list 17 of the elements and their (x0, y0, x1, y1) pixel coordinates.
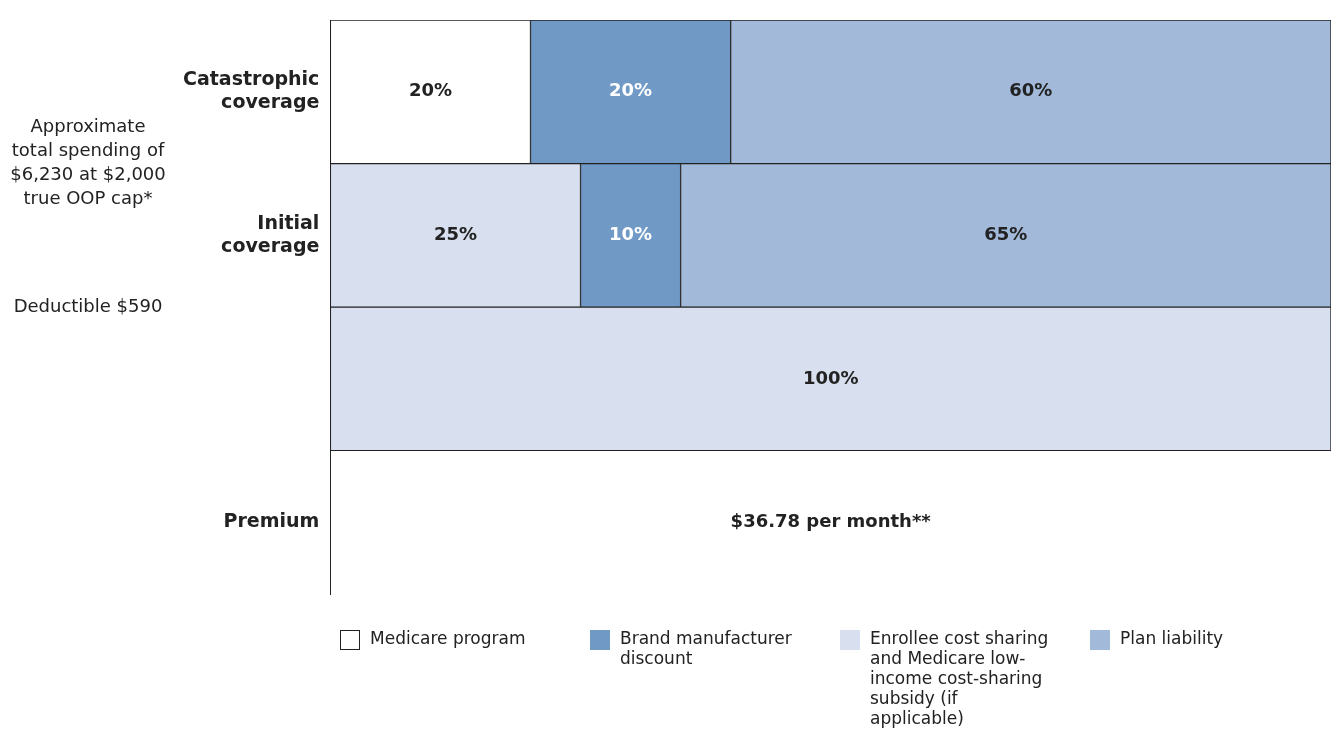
legend-label: Medicare program (370, 628, 526, 648)
legend-label: Plan liability (1120, 628, 1224, 648)
legend-label: Brand manufacturer discount (620, 628, 793, 668)
data-label: 60% (1009, 79, 1053, 101)
data-label: 10% (609, 223, 653, 244)
data-label: 20% (609, 79, 653, 101)
data-label: 65% (984, 223, 1028, 244)
data-label: 20% (408, 79, 452, 101)
data-label: 25% (433, 223, 478, 244)
y-tick-label: Catastrophic coverage (183, 67, 320, 113)
legend-label: Enrollee cost sharing and Medicare low-income cost-sharing subsidy (if applicable) (870, 628, 1050, 728)
y-tick-label: Initial coverage (221, 210, 320, 256)
data-label: 100% (802, 366, 859, 388)
text: Approximate total spending of $6,230 at $2,000 true OOP cap* (10, 115, 166, 209)
y-tick-label: Premium (223, 509, 320, 532)
text: Deductible $590 (13, 294, 163, 316)
annotation: $36.78 per month** (730, 510, 932, 532)
